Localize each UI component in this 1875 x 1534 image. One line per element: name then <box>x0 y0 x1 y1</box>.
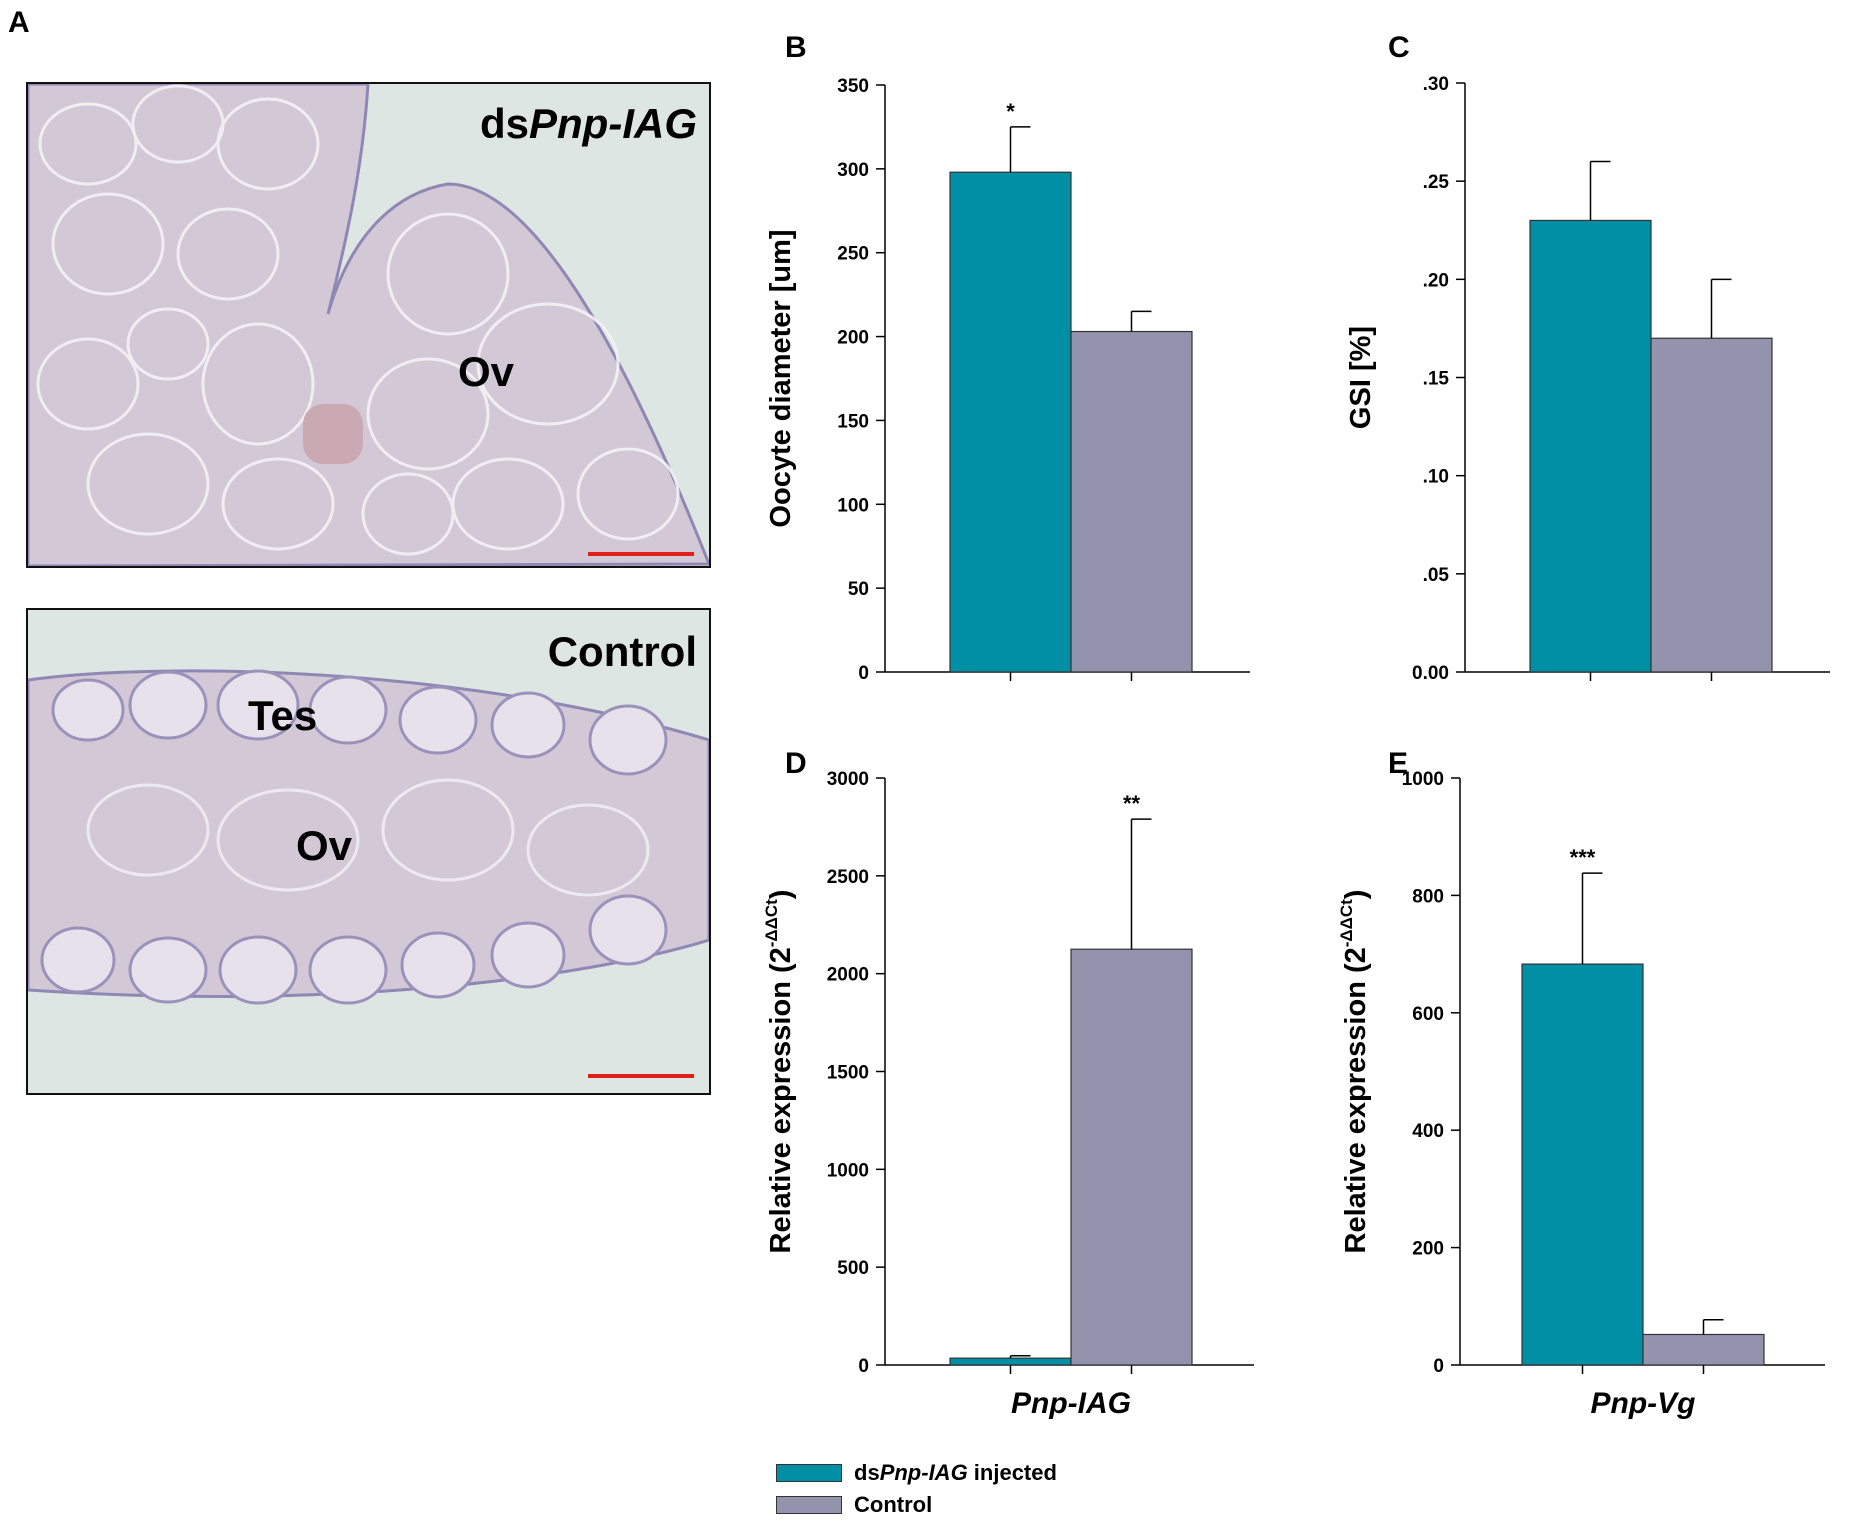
micrograph-control: Control Tes Ov <box>26 608 711 1095</box>
y-tick-label-b: 0 <box>858 663 869 684</box>
y-axis-label-d: Relative expression (2-ΔΔCt) <box>762 890 797 1254</box>
y-tick-label-b: 300 <box>837 160 869 181</box>
panel-letter-d: D <box>785 747 807 780</box>
y-axis-label-e: Relative expression (2-ΔΔCt) <box>1337 890 1372 1254</box>
y-tick-label-c: .05 <box>1423 565 1450 586</box>
y-tick-label-e: 600 <box>1412 1004 1444 1025</box>
panel-letter-a: A <box>8 6 30 39</box>
significance-b: * <box>1006 99 1015 124</box>
legend-label-treatment: dsPnp-IAG injected <box>854 1460 1057 1485</box>
bar-b-control <box>1070 330 1193 673</box>
y-axis-label-b: Oocyte diameter [um] <box>765 229 797 527</box>
bar-d-control <box>1070 948 1193 1366</box>
panel-letter-b: B <box>785 31 807 64</box>
region-label-ov-control: Ov <box>296 822 353 869</box>
bar-e-treatment <box>1521 963 1644 1366</box>
y-tick-label-b: 250 <box>837 244 869 265</box>
micrograph-dspnp-iag: dsPnp-IAG Ov <box>26 82 711 568</box>
y-tick-label-e: 0 <box>1433 1356 1444 1377</box>
y-tick-label-c: 0.00 <box>1412 663 1449 684</box>
y-tick-label-c: .30 <box>1423 74 1449 95</box>
y-tick-label-d: 500 <box>837 1258 869 1279</box>
legend-item-treatment: dsPnp-IAG injected <box>776 1458 1057 1488</box>
y-tick-label-c: .25 <box>1423 172 1450 193</box>
legend-label-control: Control <box>854 1492 933 1517</box>
micrograph-dspnp-iag-image <box>28 84 709 566</box>
y-tick-label-d: 0 <box>858 1356 869 1377</box>
y-tick-label-b: 50 <box>848 579 869 600</box>
y-tick-label-e: 800 <box>1412 886 1444 907</box>
y-tick-label-b: 350 <box>837 76 869 97</box>
significance-d: ** <box>1123 791 1141 816</box>
bar-d-treatment <box>949 1357 1072 1366</box>
panel-letter-c: C <box>1388 31 1410 64</box>
y-tick-label-c: .20 <box>1423 270 1449 291</box>
micrograph-dspnp-iag-label: dsPnp-IAG <box>480 100 697 147</box>
x-axis-label-d: Pnp-IAG <box>1011 1387 1131 1420</box>
y-tick-label-d: 1500 <box>827 1063 869 1084</box>
y-axis-label-c: GSI [%] <box>1345 326 1377 429</box>
bar-b-treatment <box>949 171 1072 673</box>
bar-c-control <box>1650 337 1773 673</box>
region-label-ov: Ov <box>458 348 515 395</box>
y-tick-label-b: 100 <box>837 495 869 516</box>
y-tick-label-d: 3000 <box>827 769 869 790</box>
x-axis-label-e: Pnp-Vg <box>1591 1387 1696 1420</box>
y-tick-label-e: 400 <box>1412 1121 1444 1142</box>
y-tick-label-d: 2000 <box>827 965 869 986</box>
significance-e: *** <box>1570 845 1596 870</box>
legend: dsPnp-IAG injected Control <box>776 1458 1057 1522</box>
y-tick-label-d: 2500 <box>827 867 869 888</box>
y-tick-label-b: 150 <box>837 411 869 432</box>
region-label-tes: Tes <box>248 692 318 739</box>
y-tick-label-c: .15 <box>1423 369 1450 390</box>
panel-letter-e: E <box>1388 747 1408 780</box>
bar-e-control <box>1642 1333 1765 1366</box>
y-tick-label-c: .10 <box>1423 467 1449 488</box>
y-tick-label-e: 1000 <box>1402 769 1444 790</box>
micrograph-control-label: Control <box>547 628 697 675</box>
y-tick-label-d: 1000 <box>827 1160 869 1181</box>
legend-swatch-control <box>776 1496 842 1514</box>
legend-item-control: Control <box>776 1490 1057 1520</box>
legend-swatch-treatment <box>776 1464 842 1482</box>
micrograph-control-image <box>28 610 709 1093</box>
y-tick-label-b: 200 <box>837 328 869 349</box>
bar-c-treatment <box>1529 219 1652 673</box>
y-tick-label-e: 200 <box>1412 1239 1444 1260</box>
